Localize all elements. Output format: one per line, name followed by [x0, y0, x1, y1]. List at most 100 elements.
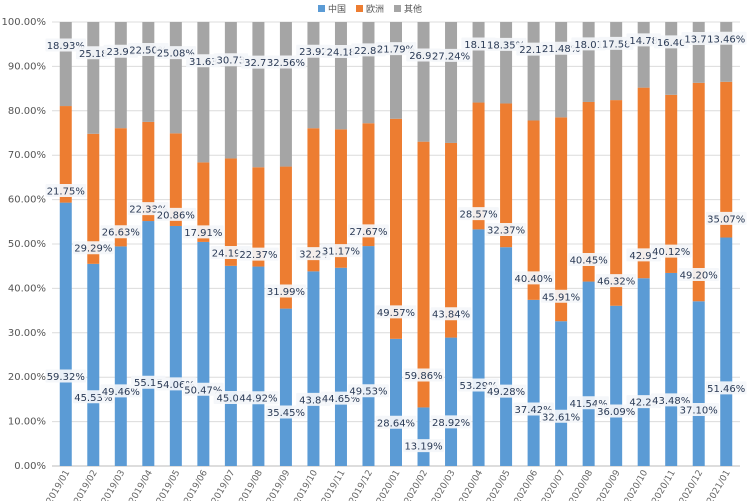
- data-label-europe: 17.91%: [184, 228, 222, 239]
- x-tick-label: 2020/06: [513, 468, 540, 501]
- data-label-bg: [653, 35, 689, 49]
- data-label-china: 37.10%: [680, 405, 718, 416]
- bar-segment-other: [720, 22, 733, 82]
- x-tick-label: 2019/12: [348, 469, 375, 501]
- x-tick-label: 2020/12: [678, 469, 705, 501]
- data-label-other: 18.01: [574, 40, 603, 51]
- bar-segment-other: [142, 22, 155, 122]
- bar-segment-other: [665, 22, 678, 95]
- data-label-other: 22.18: [519, 45, 548, 56]
- bar-segment-other: [362, 22, 375, 124]
- bar-segment-other: [692, 22, 705, 83]
- bar-segment-other: [417, 22, 430, 142]
- bar-segment-china: [59, 202, 72, 466]
- bar-segment-other: [87, 22, 100, 134]
- bar-segment-china: [87, 263, 100, 466]
- x-tick-label: 2019/09: [265, 468, 292, 501]
- bar-segment-europe: [527, 120, 540, 300]
- data-label-europe: 59.86%: [404, 371, 442, 382]
- data-label-europe: 29.29%: [74, 244, 112, 255]
- data-label-bg: [348, 384, 389, 398]
- data-label-other: 21.48%: [542, 44, 580, 55]
- data-label-other: 25.18: [79, 49, 108, 60]
- data-label-other: 18.14: [464, 40, 493, 51]
- bar-segment-china: [279, 308, 292, 466]
- data-label-europe: 22.37%: [239, 250, 277, 261]
- bar-segment-europe: [390, 118, 402, 339]
- bar-segment-other: [334, 22, 347, 130]
- data-label-europe: 24.19%: [212, 248, 250, 259]
- legend-item-china: 中国: [318, 2, 346, 15]
- legend-swatch-china: [318, 5, 325, 12]
- bar-segment-other: [279, 22, 292, 167]
- data-label-bg: [430, 415, 472, 429]
- bar-segment-europe: [472, 102, 485, 230]
- bar-segment-china: [252, 266, 265, 466]
- bar-segment-other: [582, 22, 595, 102]
- data-label-other: 23.92: [299, 47, 328, 58]
- x-tick-label: 2019/01: [45, 469, 72, 501]
- data-label-europe: 45.91%: [542, 292, 580, 303]
- bar-segment-other: [637, 22, 650, 88]
- data-label-bg: [595, 274, 637, 288]
- bar-segment-china: [472, 229, 485, 466]
- data-label-bg: [265, 55, 307, 69]
- bar-segment-other: [500, 22, 513, 104]
- x-tick-label: 2019/11: [320, 469, 347, 501]
- legend-label-europe: 欧洲: [366, 5, 385, 15]
- bar-segment-europe: [307, 128, 320, 272]
- data-label-china: 32.61%: [542, 412, 580, 423]
- bar-segment-europe: [279, 166, 292, 309]
- data-label-china: 55.17: [134, 378, 163, 389]
- x-tick-label: 2019/03: [100, 469, 127, 501]
- x-tick-label: 2019/06: [183, 468, 210, 501]
- y-tick-label: 70.00%: [8, 150, 46, 161]
- data-label-bg: [320, 244, 362, 258]
- bar-segment-china: [142, 221, 155, 466]
- bar-segment-other: [224, 22, 237, 159]
- data-label-china: 35.45%: [267, 408, 305, 419]
- x-tick-label: 2019/05: [155, 469, 182, 501]
- data-label-europe: 46.32%: [597, 277, 635, 288]
- y-tick-label: 50.00%: [8, 239, 46, 250]
- x-tick-label: 2019/07: [210, 469, 237, 501]
- data-label-europe: 49.57%: [377, 308, 415, 319]
- data-label-china: 45.53%: [74, 393, 112, 404]
- x-tick-label: 2020/03: [430, 469, 457, 501]
- bar-segment-china: [582, 281, 595, 466]
- data-label-other: 26.95: [409, 51, 438, 62]
- data-label-bg: [485, 37, 527, 51]
- data-label-other: 13.46%: [707, 34, 745, 45]
- bar-segment-china: [417, 407, 430, 466]
- chart-legend: 中国 欧洲 其他: [318, 2, 422, 15]
- bar-segment-other: [169, 22, 182, 134]
- bar-segment-china: [500, 247, 513, 466]
- bar-segment-other: [472, 22, 485, 103]
- y-tick-label: 10.00%: [8, 417, 46, 428]
- data-label-bg: [678, 402, 720, 416]
- data-label-bg: [183, 225, 224, 239]
- data-label-bg: [45, 369, 87, 383]
- data-label-bg: [430, 307, 472, 321]
- data-label-china: 37.42%: [515, 405, 553, 416]
- data-label-europe: 26.63%: [102, 228, 140, 239]
- bar-segment-europe: [362, 123, 375, 247]
- bar-segment-china: [555, 321, 568, 466]
- data-label-europe: 35.07%: [707, 214, 745, 225]
- bar-segment-other: [445, 22, 458, 143]
- data-label-bg: [705, 211, 747, 225]
- y-tick-label: 40.00%: [8, 283, 46, 294]
- data-label-bg: [265, 284, 307, 298]
- data-label-europe: 40.12%: [652, 247, 690, 258]
- y-tick-label: 80.00%: [8, 106, 46, 117]
- bar-segment-europe: [114, 128, 127, 247]
- bar-segment-europe: [555, 117, 568, 322]
- data-label-china: 43.48%: [652, 396, 690, 407]
- data-label-bg: [183, 382, 224, 396]
- data-label-other: 18.93%: [47, 41, 85, 52]
- bar-segment-other: [307, 22, 320, 129]
- y-tick-label: 60.00%: [8, 195, 46, 206]
- bar-segment-europe: [445, 142, 458, 338]
- bar-segment-china: [307, 271, 320, 466]
